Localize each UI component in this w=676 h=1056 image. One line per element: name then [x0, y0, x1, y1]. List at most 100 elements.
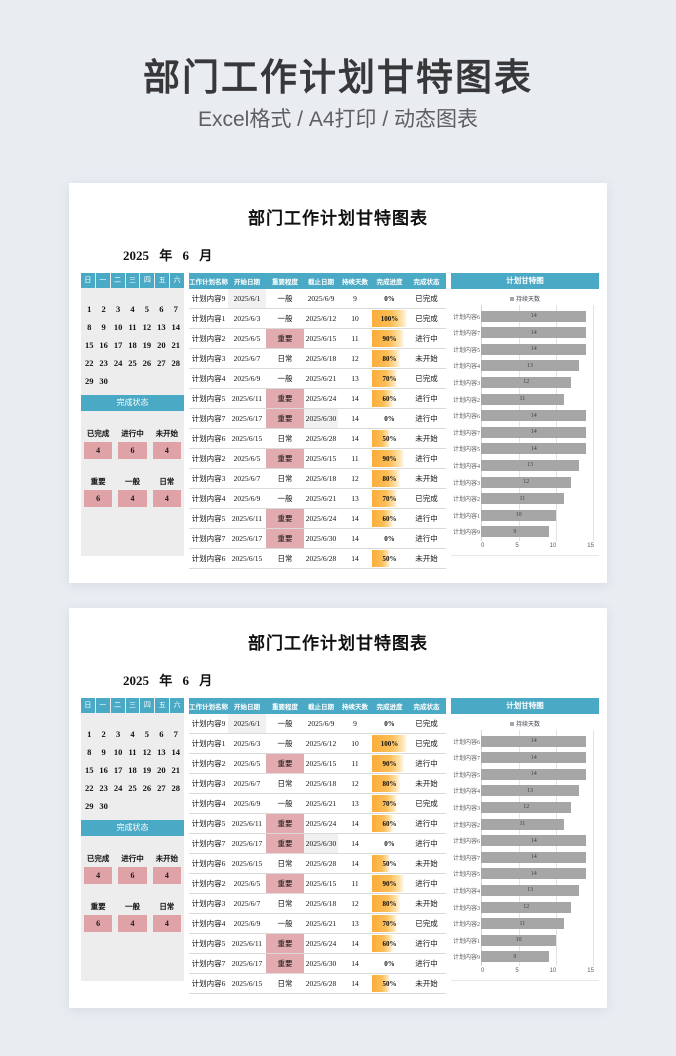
cell-priority: 日常: [277, 899, 293, 908]
calendar-day: 1: [87, 729, 92, 739]
cell-progress: 0%: [372, 529, 407, 548]
cell-due-date: 2025/6/21: [305, 494, 337, 503]
cell-plan-name: 计划内容1: [191, 739, 226, 748]
calendar-day: 7: [173, 729, 178, 739]
cell-due-date: 2025/6/9: [307, 719, 335, 728]
cell-progress: 0%: [372, 714, 407, 733]
calendar-day: 21: [171, 340, 181, 350]
cell-progress: 70%: [372, 369, 407, 388]
axis-tick-label: 0: [481, 543, 485, 549]
calendar-day: 24: [113, 783, 123, 793]
table-row: 计划内容4 2025/6/9 一般 2025/6/21 13 70% 已完成: [189, 489, 446, 509]
summary-label: 进行中: [121, 854, 144, 863]
cell-due-date: 2025/6/18: [305, 354, 337, 363]
cell-due-date: 2025/6/30: [305, 959, 337, 968]
cell-priority: 重要: [266, 529, 304, 548]
gantt-bar-row: 计划内容1 10: [453, 508, 594, 523]
progress-label: 60%: [382, 939, 397, 948]
gantt-category-label: 计划内容2: [453, 822, 481, 829]
gantt-category-label: 计划内容7: [453, 855, 481, 862]
table-row: 计划内容7 2025/6/17 重要 2025/6/30 14 0% 进行中: [189, 529, 446, 549]
gantt-bar: 13: [481, 785, 579, 797]
summary-label: 一般: [124, 477, 140, 486]
gantt-bar-track: 14: [481, 443, 594, 455]
progress-label: 0%: [384, 414, 395, 423]
gantt-bar-row: 计划内容3 12: [453, 375, 594, 390]
cell-plan-name: 计划内容3: [191, 354, 226, 363]
cell-plan-name: 计划内容4: [191, 374, 226, 383]
plan-table: 工作计划名称 开始日期 重要程度 截止日期 持续天数 完成进度 完成状态 计划内容9 2025…: [189, 273, 446, 569]
gantt-bar-track: 14: [481, 327, 594, 339]
gantt-bar-value: 14: [530, 346, 537, 353]
gantt-bar-row: 计划内容7 14: [453, 750, 594, 765]
gantt-bar-value: 13: [526, 787, 533, 794]
gantt-category-label: 计划内容5: [453, 347, 481, 354]
axis-tick-label: 5: [515, 543, 519, 549]
calendar-day: 21: [171, 765, 181, 775]
cell-status: 未开始: [415, 859, 438, 868]
table-row: 计划内容6 2025/6/15 日常 2025/6/28 14 50% 未开始: [189, 854, 446, 874]
gantt-bar-value: 14: [530, 870, 537, 877]
progress-label: 50%: [382, 554, 397, 563]
gantt-bar-value: 14: [530, 771, 537, 778]
cell-priority: 重要: [266, 409, 304, 428]
cell-status: 已完成: [415, 799, 438, 808]
cell-progress: 50%: [372, 974, 407, 993]
cell-duration: 14: [351, 414, 359, 423]
progress-label: 0%: [384, 294, 395, 303]
gantt-bar-row: 计划内容5 14: [453, 342, 594, 357]
gantt-category-label: 计划内容2: [453, 922, 481, 929]
gantt-category-label: 计划内容4: [453, 888, 481, 895]
table-row: 计划内容7 2025/6/17 重要 2025/6/30 14 0% 进行中: [189, 834, 446, 854]
cell-status: 进行中: [415, 414, 438, 423]
calendar-day: 14: [171, 747, 181, 757]
calendar-day: 18: [128, 765, 137, 775]
progress-databar: [372, 795, 397, 812]
cell-due-date: 2025/6/18: [305, 779, 337, 788]
column-header: 开始日期: [234, 279, 260, 286]
cell-status: 未开始: [415, 434, 438, 443]
summary-value: 6: [118, 442, 147, 459]
cell-due-date: 2025/6/12: [305, 314, 337, 323]
cell-priority: 重要: [266, 389, 304, 408]
axis-tick-label: 10: [549, 968, 557, 974]
gantt-bar-row: 计划内容4 13: [453, 458, 594, 473]
summary-label: 未开始: [155, 429, 179, 438]
gantt-bar-value: 12: [523, 904, 530, 911]
summary-label: 未开始: [155, 854, 179, 863]
cell-start-date: 2025/6/9: [233, 799, 261, 808]
table-row: 计划内容7 2025/6/17 重要 2025/6/30 14 0% 进行中: [189, 954, 446, 974]
summary-value-cell: 4: [150, 442, 184, 459]
summary-label: 重要: [90, 477, 106, 486]
gantt-bar-row: 计划内容4 13: [453, 783, 594, 798]
cell-due-date: 2025/6/24: [305, 514, 337, 523]
progress-label: 50%: [382, 434, 397, 443]
progress-label: 80%: [382, 354, 397, 363]
cell-plan-name: 计划内容4: [191, 919, 226, 928]
cell-start-date: 2025/6/9: [233, 374, 261, 383]
axis-tick-label: 0: [481, 968, 485, 974]
table-row: 计划内容2 2025/6/5 重要 2025/6/15 11 90% 进行中: [189, 449, 446, 469]
cell-due-date: 2025/6/30: [304, 834, 338, 853]
cell-priority: 日常: [277, 474, 293, 483]
gantt-bar: 14: [481, 426, 587, 438]
cell-duration: 11: [351, 454, 359, 463]
gantt-bar-row: 计划内容3 12: [453, 475, 594, 490]
summary-label: 已完成: [86, 854, 110, 863]
gantt-bar: 14: [481, 310, 587, 322]
column-header: 完成进度: [376, 279, 403, 286]
progress-databar: [372, 310, 407, 327]
gantt-bar: 14: [481, 343, 587, 355]
table-row: 计划内容5 2025/6/11 重要 2025/6/24 14 60% 进行中: [189, 934, 446, 954]
progress-label: 60%: [382, 514, 397, 523]
column-header: 完成状态: [413, 704, 440, 711]
summary-value-cell: 4: [81, 442, 115, 459]
gantt-bar-value: 14: [530, 313, 537, 320]
summary-value-cell: 6: [115, 442, 149, 459]
gantt-category-label: 计划内容3: [453, 805, 481, 812]
cell-due-date: 2025/6/21: [305, 799, 337, 808]
calendar-day: 30: [99, 801, 108, 811]
gantt-bar-value: 14: [530, 329, 537, 336]
cell-plan-name: 计划内容5: [191, 514, 226, 523]
